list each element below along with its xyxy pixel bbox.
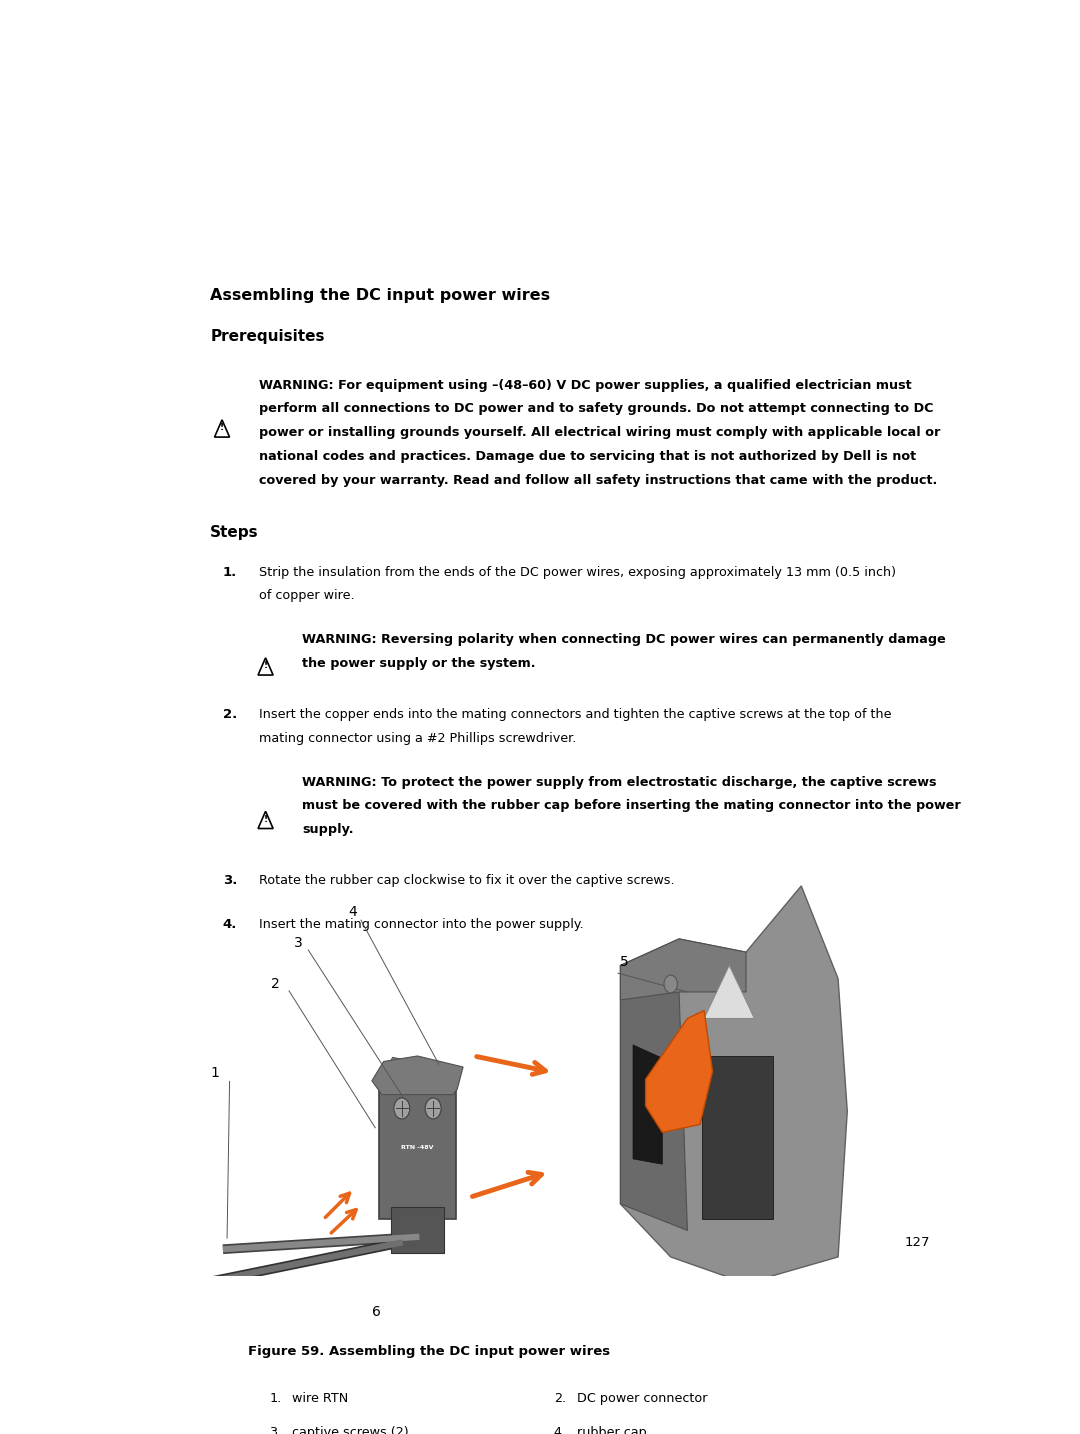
- Text: the power supply or the system.: the power supply or the system.: [302, 657, 536, 670]
- Polygon shape: [620, 886, 848, 1283]
- Circle shape: [394, 1098, 409, 1119]
- Text: mating connector using a #2 Phillips screwdriver.: mating connector using a #2 Phillips scr…: [259, 731, 577, 744]
- Text: Insert the mating connector into the power supply.: Insert the mating connector into the pow…: [259, 918, 583, 931]
- Polygon shape: [704, 965, 754, 1018]
- Text: !: !: [220, 423, 225, 432]
- Text: wire RTN: wire RTN: [293, 1391, 349, 1405]
- Text: 1.: 1.: [269, 1391, 282, 1405]
- Text: Strip the insulation from the ends of the DC power wires, exposing approximately: Strip the insulation from the ends of th…: [259, 566, 896, 579]
- Text: 5: 5: [620, 955, 629, 969]
- Circle shape: [664, 975, 677, 992]
- Text: must be covered with the rubber cap before inserting the mating connector into t: must be covered with the rubber cap befo…: [302, 799, 961, 812]
- Text: 2: 2: [271, 977, 280, 991]
- Polygon shape: [372, 1055, 463, 1094]
- Text: RTN -48V: RTN -48V: [402, 1144, 434, 1150]
- Text: 1.: 1.: [222, 566, 238, 579]
- Text: 4.: 4.: [554, 1425, 566, 1434]
- Circle shape: [426, 1098, 441, 1119]
- Text: WARNING: To protect the power supply from electrostatic discharge, the captive s: WARNING: To protect the power supply fro…: [302, 776, 937, 789]
- Text: Steps: Steps: [211, 525, 259, 539]
- Text: 4.: 4.: [222, 918, 238, 931]
- Text: Figure 59. Assembling the DC input power wires: Figure 59. Assembling the DC input power…: [248, 1345, 610, 1358]
- Text: 1: 1: [211, 1065, 219, 1080]
- Text: covered by your warranty. Read and follow all safety instructions that came with: covered by your warranty. Read and follo…: [259, 473, 937, 486]
- Text: WARNING: For equipment using –(48–60) V DC power supplies, a qualified electrici: WARNING: For equipment using –(48–60) V …: [259, 379, 912, 391]
- Text: of copper wire.: of copper wire.: [259, 589, 354, 602]
- Text: 3: 3: [294, 936, 302, 951]
- Text: Assembling the DC input power wires: Assembling the DC input power wires: [211, 288, 551, 303]
- Text: Rotate the rubber cap clockwise to fix it over the captive screws.: Rotate the rubber cap clockwise to fix i…: [259, 875, 675, 888]
- Text: DC power connector: DC power connector: [577, 1391, 707, 1405]
- Text: Prerequisites: Prerequisites: [211, 328, 325, 344]
- Polygon shape: [646, 1011, 713, 1133]
- Polygon shape: [633, 1045, 662, 1164]
- Text: rubber cap: rubber cap: [577, 1425, 647, 1434]
- Text: 6: 6: [372, 1305, 380, 1319]
- Text: supply.: supply.: [302, 823, 354, 836]
- Text: perform all connections to DC power and to safety grounds. Do not attempt connec: perform all connections to DC power and …: [259, 403, 933, 416]
- FancyBboxPatch shape: [379, 1074, 456, 1219]
- Text: !: !: [264, 815, 268, 823]
- Text: national codes and practices. Damage due to servicing that is not authorized by : national codes and practices. Damage due…: [259, 450, 916, 463]
- Text: power or installing grounds yourself. All electrical wiring must comply with app: power or installing grounds yourself. Al…: [259, 426, 941, 439]
- FancyBboxPatch shape: [702, 1055, 773, 1219]
- Text: 3.: 3.: [222, 875, 238, 888]
- Polygon shape: [620, 939, 746, 999]
- FancyBboxPatch shape: [391, 1207, 444, 1253]
- Polygon shape: [620, 965, 688, 1230]
- Text: 2.: 2.: [554, 1391, 566, 1405]
- Text: 3.: 3.: [269, 1425, 282, 1434]
- Text: Insert the copper ends into the mating connectors and tighten the captive screws: Insert the copper ends into the mating c…: [259, 708, 891, 721]
- Text: WARNING: Reversing polarity when connecting DC power wires can permanently damag: WARNING: Reversing polarity when connect…: [302, 632, 946, 647]
- Text: 127: 127: [905, 1236, 930, 1249]
- Text: captive screws (2): captive screws (2): [293, 1425, 409, 1434]
- Polygon shape: [382, 1057, 461, 1081]
- Text: 4: 4: [348, 905, 357, 919]
- Text: !: !: [264, 661, 268, 670]
- Text: 2.: 2.: [222, 708, 238, 721]
